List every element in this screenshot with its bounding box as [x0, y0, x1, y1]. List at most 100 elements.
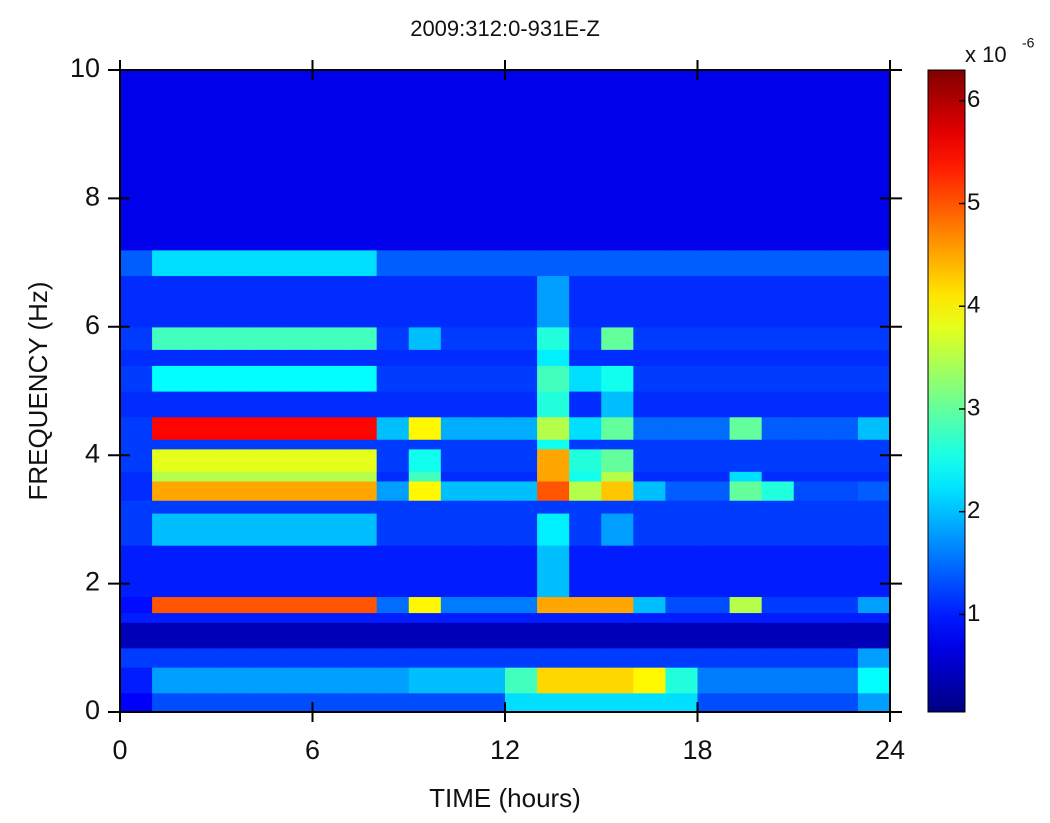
- heatmap-cell: [344, 480, 378, 501]
- heatmap-cell: [344, 249, 378, 277]
- heatmap-cell: [440, 512, 474, 546]
- heatmap-cell: [537, 622, 570, 649]
- heatmap-cell: [440, 349, 474, 366]
- y-tick-label: 10: [70, 53, 100, 83]
- heatmap-cell: [825, 596, 859, 614]
- heatmap-cell: [184, 647, 217, 668]
- heatmap-cell: [761, 326, 795, 350]
- heatmap-cell: [857, 249, 891, 277]
- heatmap-cell: [408, 667, 442, 694]
- heatmap-cell: [793, 512, 827, 546]
- heatmap-cell: [312, 596, 346, 614]
- heatmap-cell: [376, 70, 410, 251]
- heatmap-cell: [697, 275, 731, 328]
- heatmap-cell: [216, 275, 249, 328]
- heatmap-cell: [729, 647, 763, 668]
- heatmap-cell: [440, 365, 474, 392]
- heatmap-cell: [376, 391, 410, 418]
- heatmap-cell: [665, 439, 699, 450]
- heatmap-cell: [857, 391, 891, 418]
- heatmap-cell: [344, 545, 378, 598]
- heatmap-cell: [729, 667, 763, 694]
- heatmap-cell: [505, 448, 538, 472]
- heatmap-cell: [472, 326, 506, 350]
- heatmap-cell: [344, 349, 378, 366]
- heatmap-cell: [569, 365, 602, 392]
- heatmap-cell: [697, 70, 731, 251]
- y-tick-label: 8: [85, 182, 100, 212]
- heatmap-cell: [376, 692, 410, 713]
- heatmap-cell: [344, 365, 378, 392]
- heatmap-cell: [633, 439, 667, 450]
- heatmap-cell: [633, 391, 667, 418]
- heatmap-cell: [472, 692, 506, 713]
- heatmap-cell: [440, 596, 474, 614]
- heatmap-cell: [120, 480, 153, 501]
- heatmap-cell: [761, 70, 795, 251]
- heatmap-cell: [472, 500, 506, 514]
- heatmap-cell: [665, 667, 699, 694]
- heatmap-cell: [761, 612, 795, 623]
- heatmap-cell: [120, 692, 153, 713]
- heatmap-cell: [280, 471, 314, 482]
- heatmap-cell: [825, 512, 859, 546]
- heatmap-cell: [216, 545, 249, 598]
- heatmap-cell: [376, 512, 410, 546]
- heatmap-cell: [312, 448, 346, 472]
- heatmap-cell: [184, 365, 217, 392]
- heatmap-cell: [248, 667, 282, 694]
- heatmap-cell: [152, 612, 185, 623]
- heatmap-cell: [793, 349, 827, 366]
- heatmap-cell: [857, 471, 891, 482]
- heatmap-cell: [248, 249, 282, 277]
- heatmap-cell: [280, 448, 314, 472]
- heatmap-cell: [825, 249, 859, 277]
- heatmap-cell: [120, 326, 153, 350]
- heatmap-cell: [569, 612, 602, 623]
- heatmap-cell: [184, 391, 217, 418]
- heatmap-cell: [152, 275, 185, 328]
- heatmap-cell: [344, 612, 378, 623]
- heatmap-cell: [761, 500, 795, 514]
- heatmap-cell: [857, 612, 891, 623]
- heatmap-cell: [408, 448, 442, 472]
- heatmap-cell: [408, 326, 442, 350]
- heatmap-cell: [825, 70, 859, 251]
- heatmap-cell: [825, 545, 859, 598]
- heatmap-cell: [312, 647, 346, 668]
- heatmap-cell: [665, 500, 699, 514]
- heatmap-cell: [665, 391, 699, 418]
- heatmap-cell: [248, 448, 282, 472]
- heatmap-cell: [376, 545, 410, 598]
- heatmap-cell: [344, 448, 378, 472]
- heatmap-cell: [825, 391, 859, 418]
- heatmap-cell: [633, 275, 667, 328]
- heatmap-cell: [280, 622, 314, 649]
- heatmap-cell: [408, 545, 442, 598]
- heatmap-cell: [184, 512, 217, 546]
- heatmap-cell: [697, 471, 731, 482]
- heatmap-cell: [184, 448, 217, 472]
- heatmap-cell: [633, 471, 667, 482]
- heatmap-cell: [729, 471, 763, 482]
- heatmap-cell: [120, 391, 153, 418]
- heatmap-cell: [248, 480, 282, 501]
- heatmap-cell: [312, 512, 346, 546]
- heatmap-cell: [344, 416, 378, 440]
- heatmap-cell: [344, 326, 378, 350]
- heatmap-cell: [729, 349, 763, 366]
- heatmap-cell: [184, 471, 217, 482]
- heatmap-cell: [184, 480, 217, 501]
- heatmap-cell: [312, 439, 346, 450]
- heatmap-cell: [152, 416, 185, 440]
- heatmap-cell: [408, 512, 442, 546]
- heatmap-cell: [505, 647, 538, 668]
- heatmap-cell: [537, 545, 570, 598]
- heatmap-cell: [120, 545, 153, 598]
- y-tick-label: 6: [85, 310, 100, 340]
- heatmap-cell: [472, 647, 506, 668]
- heatmap-cell: [248, 512, 282, 546]
- heatmap-cell: [761, 448, 795, 472]
- heatmap-cell: [152, 596, 185, 614]
